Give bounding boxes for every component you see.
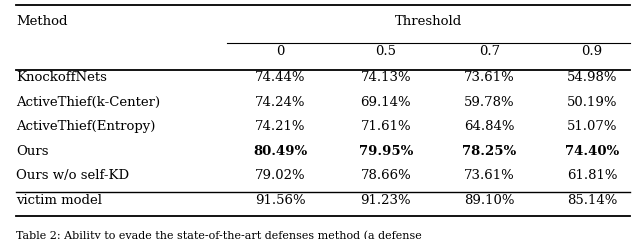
Text: victim model: victim model [16, 194, 102, 207]
Text: 73.61%: 73.61% [464, 71, 515, 84]
Text: 74.40%: 74.40% [565, 145, 619, 158]
Text: 61.81%: 61.81% [567, 169, 617, 182]
Text: 89.10%: 89.10% [465, 194, 515, 207]
Text: 79.95%: 79.95% [359, 145, 413, 158]
Text: 91.56%: 91.56% [255, 194, 306, 207]
Text: 74.13%: 74.13% [360, 71, 412, 84]
Text: 59.78%: 59.78% [464, 96, 515, 109]
Text: 0: 0 [276, 45, 285, 58]
Text: 0.9: 0.9 [581, 45, 603, 58]
Text: 54.98%: 54.98% [567, 71, 617, 84]
Text: 80.49%: 80.49% [253, 145, 307, 158]
Text: 74.24%: 74.24% [255, 96, 305, 109]
Text: 0.5: 0.5 [376, 45, 396, 58]
Text: Table 2: Ability to evade the state-of-the-art defenses method (a defense: Table 2: Ability to evade the state-of-t… [16, 231, 422, 239]
Text: 50.19%: 50.19% [567, 96, 617, 109]
Text: 74.21%: 74.21% [255, 120, 305, 133]
Text: 71.61%: 71.61% [360, 120, 412, 133]
Text: 78.66%: 78.66% [360, 169, 412, 182]
Text: 73.61%: 73.61% [464, 169, 515, 182]
Text: ActiveThief(k-Center): ActiveThief(k-Center) [16, 96, 160, 109]
Text: Threshold: Threshold [395, 15, 463, 28]
Text: KnockoffNets: KnockoffNets [16, 71, 107, 84]
Text: Ours w/o self-KD: Ours w/o self-KD [16, 169, 129, 182]
Text: Method: Method [16, 15, 67, 28]
Text: 78.25%: 78.25% [463, 145, 516, 158]
Text: ActiveThief(Entropy): ActiveThief(Entropy) [16, 120, 156, 133]
Text: Ours: Ours [16, 145, 49, 158]
Text: 69.14%: 69.14% [360, 96, 412, 109]
Text: 79.02%: 79.02% [255, 169, 306, 182]
Text: 74.44%: 74.44% [255, 71, 305, 84]
Text: 64.84%: 64.84% [465, 120, 515, 133]
Text: 91.23%: 91.23% [360, 194, 412, 207]
Text: 51.07%: 51.07% [567, 120, 617, 133]
Text: 85.14%: 85.14% [567, 194, 617, 207]
Text: 0.7: 0.7 [479, 45, 500, 58]
